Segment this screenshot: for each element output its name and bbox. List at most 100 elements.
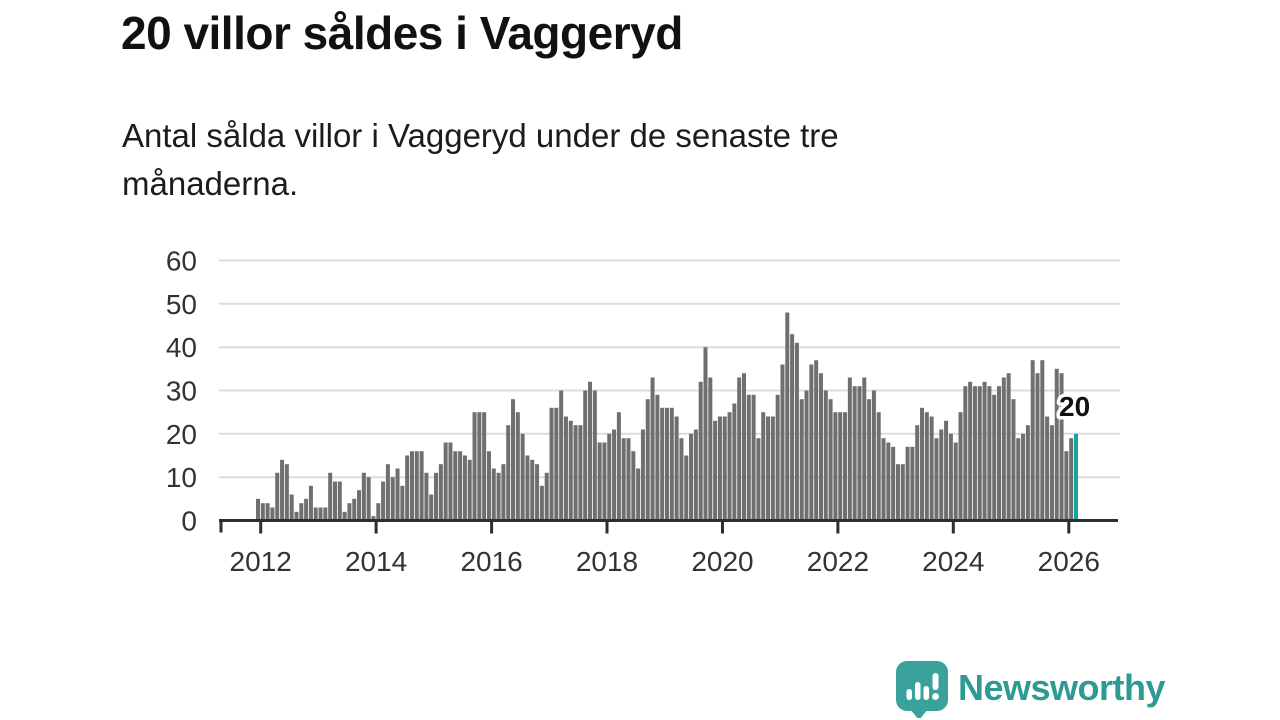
- bar: [939, 429, 944, 521]
- bar: [313, 507, 318, 521]
- newsworthy-logo-icon: [896, 661, 948, 718]
- bar: [809, 364, 814, 521]
- y-axis-label: 20: [166, 419, 197, 450]
- bar: [905, 446, 910, 521]
- bar: [828, 399, 833, 521]
- bar: [1021, 433, 1026, 521]
- bar: [876, 412, 881, 521]
- bar: [477, 412, 482, 521]
- x-axis-label: 2014: [345, 546, 407, 577]
- bar: [770, 416, 775, 521]
- bar: [992, 394, 997, 521]
- bar: [886, 442, 891, 521]
- logo-bar-2: [915, 682, 921, 700]
- bar: [727, 412, 732, 521]
- x-axis-label: 2022: [807, 546, 869, 577]
- y-axis-label: 10: [166, 462, 197, 493]
- bar: [539, 485, 544, 521]
- bar: [308, 485, 313, 521]
- bar: [756, 438, 761, 521]
- bar: [655, 394, 660, 521]
- bar: [1016, 438, 1021, 521]
- x-axis-label: 2016: [460, 546, 522, 577]
- bar: [766, 416, 771, 521]
- bar: [332, 481, 337, 521]
- bar: [698, 381, 703, 521]
- bar: [987, 386, 992, 521]
- bar: [419, 451, 424, 521]
- bar: [626, 438, 631, 521]
- bar: [592, 390, 597, 521]
- bar: [414, 451, 419, 521]
- bar: [934, 438, 939, 521]
- bar: [506, 425, 511, 521]
- bar: [563, 416, 568, 521]
- bar: [535, 464, 540, 521]
- bar: [751, 394, 756, 521]
- bar: [977, 386, 982, 521]
- bar: [352, 498, 357, 521]
- bar: [790, 334, 795, 521]
- bar: [256, 498, 260, 521]
- bar: [761, 412, 766, 521]
- bar: [458, 451, 463, 521]
- bar: [607, 433, 612, 521]
- newsworthy-wordmark: Newsworthy: [958, 667, 1166, 708]
- bar: [530, 459, 535, 521]
- bar: [833, 412, 838, 521]
- bar: [448, 442, 453, 521]
- bar: [665, 407, 669, 521]
- logo-exclamation-bar: [932, 673, 939, 690]
- bar: [347, 503, 352, 521]
- y-axis-label: 0: [181, 506, 197, 537]
- bar: [891, 446, 896, 521]
- bar: [381, 481, 386, 521]
- bar: [597, 442, 602, 521]
- bar: [544, 472, 549, 521]
- bar: [871, 390, 876, 521]
- bar: [318, 507, 323, 521]
- bar: [583, 390, 588, 521]
- bar: [323, 507, 328, 521]
- bar: [573, 425, 578, 521]
- bar: [900, 464, 905, 521]
- y-axis-label: 60: [166, 246, 197, 277]
- bar: [650, 377, 655, 521]
- bar: [511, 399, 516, 521]
- bar: [501, 464, 506, 521]
- bar: [794, 342, 799, 521]
- y-axis-label: 30: [166, 376, 197, 407]
- bar: [843, 412, 848, 521]
- bar: [486, 451, 491, 521]
- bar: [284, 464, 289, 521]
- bar: [342, 511, 347, 521]
- bar: [660, 407, 665, 521]
- bar: [275, 472, 280, 521]
- bar: [631, 451, 636, 521]
- bar: [265, 503, 270, 521]
- bar: [612, 429, 617, 521]
- bar: [602, 442, 607, 521]
- bar: [260, 503, 265, 521]
- bar: [958, 412, 963, 521]
- bar: [775, 394, 780, 521]
- bar: [732, 403, 737, 521]
- bar: [814, 360, 819, 521]
- bar: [982, 381, 987, 521]
- bar: [703, 347, 708, 521]
- bar: [482, 412, 487, 521]
- x-axis-label: 2020: [691, 546, 753, 577]
- bar: [559, 390, 564, 521]
- bar: [895, 464, 900, 521]
- bar: [722, 416, 727, 521]
- y-axis-label: 40: [166, 332, 197, 363]
- bar: [390, 477, 395, 521]
- bar: [621, 438, 626, 521]
- bar: [328, 472, 333, 521]
- x-axis-label: 2018: [576, 546, 638, 577]
- bar: [1040, 360, 1045, 521]
- bar: [1064, 451, 1069, 521]
- bar: [299, 503, 304, 521]
- bar: [395, 468, 400, 521]
- bar: [491, 468, 496, 521]
